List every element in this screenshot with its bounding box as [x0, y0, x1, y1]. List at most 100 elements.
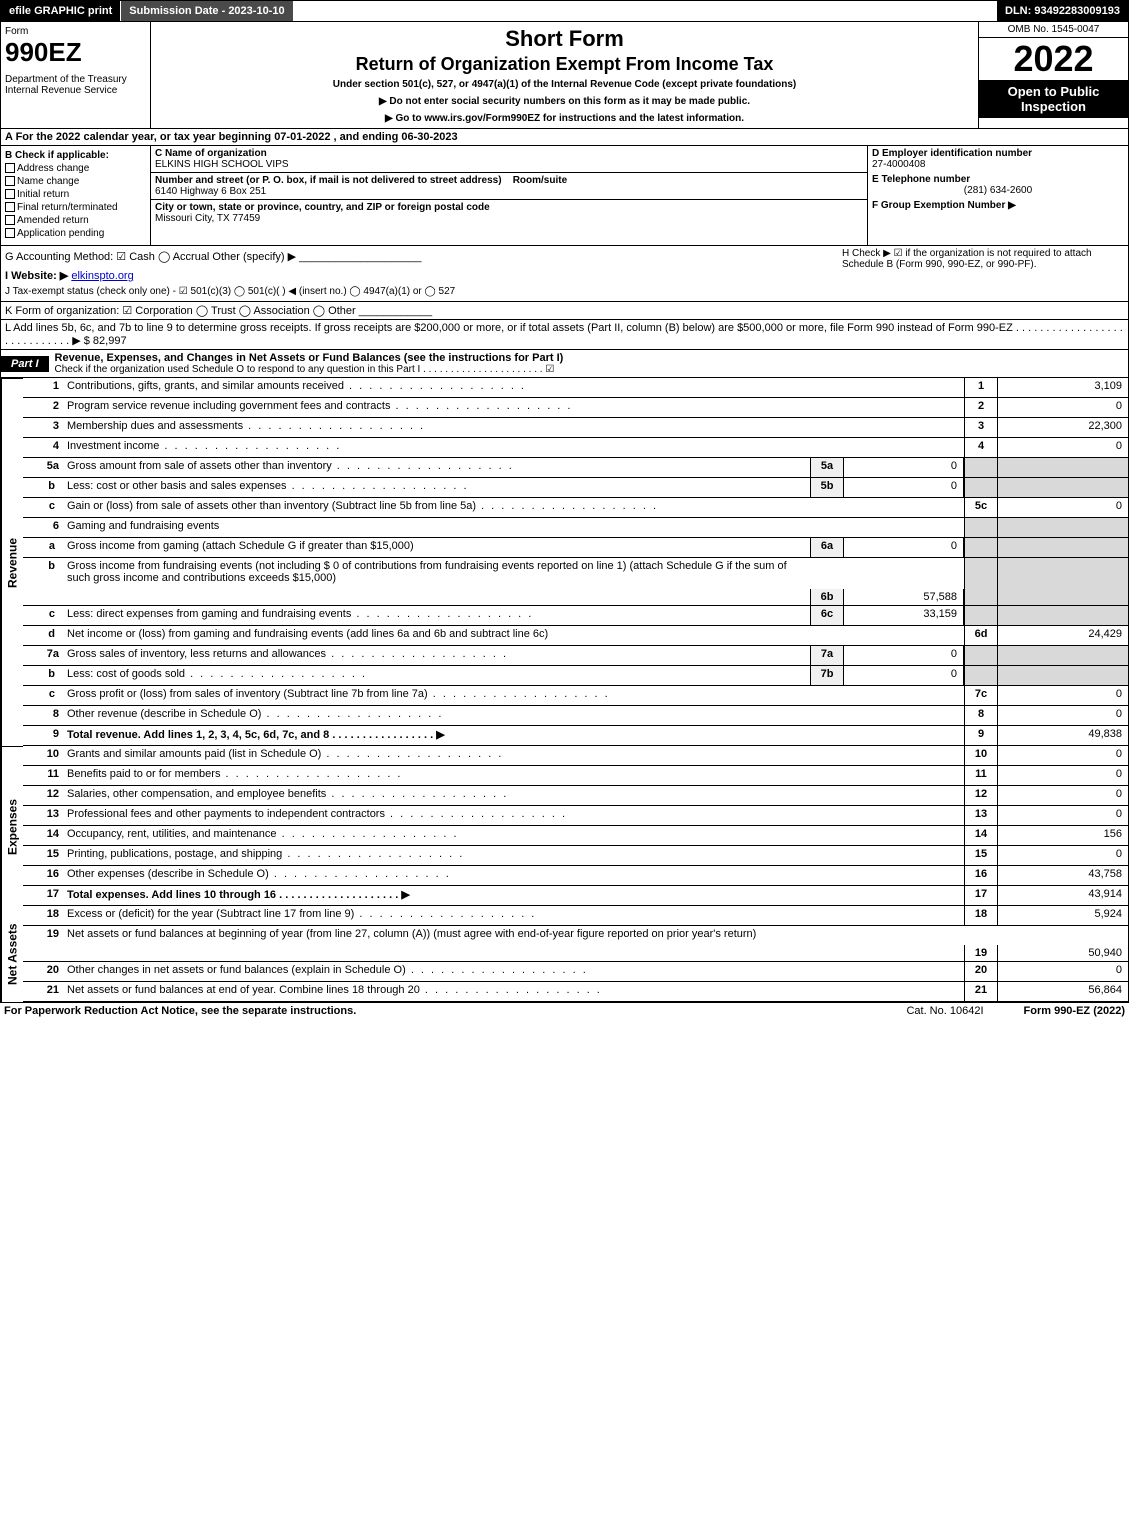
l6c-col-shade	[964, 606, 998, 625]
line-h-schedule-b: H Check ▶ ☑ if the organization is not r…	[842, 248, 1122, 270]
form-number: 990EZ	[5, 37, 146, 68]
spacer	[293, 1, 997, 21]
l5c-col: 5c	[964, 498, 998, 517]
l6a-no: a	[23, 538, 63, 557]
chk-name-change[interactable]: Name change	[5, 176, 146, 187]
col-c-org-info: C Name of organization ELKINS HIGH SCHOO…	[151, 146, 868, 245]
l8-no: 8	[23, 706, 63, 725]
l11-col: 11	[964, 766, 998, 785]
l5b-no: b	[23, 478, 63, 497]
room-label: Room/suite	[513, 175, 567, 186]
l5b-mval: 0	[844, 478, 964, 497]
form-header: Form 990EZ Department of the Treasury In…	[0, 22, 1129, 129]
l6c-mini: 6c	[810, 606, 844, 625]
l6-desc: Gaming and fundraising events	[63, 518, 964, 537]
l16-col: 16	[964, 866, 998, 885]
chk-initial-return[interactable]: Initial return	[5, 189, 146, 200]
chk-application-pending[interactable]: Application pending	[5, 228, 146, 239]
l1-no: 1	[23, 378, 63, 397]
chk-final-return-label: Final return/terminated	[17, 202, 118, 213]
l17-val: 43,914	[998, 886, 1128, 905]
l6c-no: c	[23, 606, 63, 625]
l21-val: 56,864	[998, 982, 1128, 1001]
part1-tab: Part I	[1, 356, 49, 372]
l5c-no: c	[23, 498, 63, 517]
l3-no: 3	[23, 418, 63, 437]
l7a-val-shade	[998, 646, 1128, 665]
city-label: City or town, state or province, country…	[155, 202, 490, 213]
header-center: Short Form Return of Organization Exempt…	[151, 22, 978, 128]
city-cell: City or town, state or province, country…	[151, 200, 867, 226]
line-i-website: I Website: ▶ elkinspto.org	[5, 269, 1124, 282]
l8-desc: Other revenue (describe in Schedule O)	[63, 706, 964, 725]
line-j-tax-exempt: J Tax-exempt status (check only one) - ☑…	[5, 286, 1124, 297]
l5a-desc: Gross amount from sale of assets other t…	[63, 458, 810, 477]
l5c-val: 0	[998, 498, 1128, 517]
l6b-mval: 57,588	[844, 589, 964, 605]
website-link[interactable]: elkinspto.org	[71, 270, 133, 282]
l21-no: 21	[23, 982, 63, 1001]
org-name-cell: C Name of organization ELKINS HIGH SCHOO…	[151, 146, 867, 173]
side-label-expenses: Expenses	[1, 746, 23, 906]
l19-val: 50,940	[998, 945, 1128, 961]
l6d-desc: Net income or (loss) from gaming and fun…	[63, 626, 964, 645]
l13-desc: Professional fees and other payments to …	[63, 806, 964, 825]
l6b-no: b	[23, 558, 63, 605]
l15-desc: Printing, publications, postage, and shi…	[63, 846, 964, 865]
arrow-line-1: ▶ Do not enter social security numbers o…	[157, 96, 972, 107]
l12-desc: Salaries, other compensation, and employ…	[63, 786, 964, 805]
efile-print-button[interactable]: efile GRAPHIC print	[1, 1, 121, 21]
l5b-col-shade	[964, 478, 998, 497]
l18-desc: Excess or (deficit) for the year (Subtra…	[63, 906, 964, 925]
l5a-mini: 5a	[810, 458, 844, 477]
l3-val: 22,300	[998, 418, 1128, 437]
footer-formno: Form 990-EZ (2022)	[1024, 1005, 1125, 1017]
l6-val-shade	[998, 518, 1128, 537]
l6d-col: 6d	[964, 626, 998, 645]
l4-desc: Investment income	[63, 438, 964, 457]
chk-application-pending-label: Application pending	[17, 228, 104, 239]
ein-value: 27-4000408	[872, 159, 1124, 170]
l14-no: 14	[23, 826, 63, 845]
l17-col: 17	[964, 886, 998, 905]
chk-amended-return[interactable]: Amended return	[5, 215, 146, 226]
col-b-label: B Check if applicable:	[5, 150, 109, 161]
l6c-desc: Less: direct expenses from gaming and fu…	[63, 606, 810, 625]
l9-desc: Total revenue. Add lines 1, 2, 3, 4, 5c,…	[63, 726, 964, 745]
header-left: Form 990EZ Department of the Treasury In…	[1, 22, 151, 128]
l1-val: 3,109	[998, 378, 1128, 397]
omb-number: OMB No. 1545-0047	[979, 22, 1128, 38]
l17-no: 17	[23, 886, 63, 905]
l6-col-shade	[964, 518, 998, 537]
l10-col: 10	[964, 746, 998, 765]
website-label: I Website: ▶	[5, 270, 68, 282]
chk-final-return[interactable]: Final return/terminated	[5, 202, 146, 213]
l11-desc: Benefits paid to or for members	[63, 766, 964, 785]
l6a-col-shade	[964, 538, 998, 557]
l5a-val-shade	[998, 458, 1128, 477]
row-k-org-form: K Form of organization: ☑ Corporation ◯ …	[0, 302, 1129, 320]
l7b-mval: 0	[844, 666, 964, 685]
l16-val: 43,758	[998, 866, 1128, 885]
chk-name-change-label: Name change	[17, 176, 79, 187]
row-a-tax-year: A For the 2022 calendar year, or tax yea…	[0, 129, 1129, 146]
l2-no: 2	[23, 398, 63, 417]
l14-desc: Occupancy, rent, utilities, and maintena…	[63, 826, 964, 845]
chk-address-change[interactable]: Address change	[5, 163, 146, 174]
l7b-val-shade	[998, 666, 1128, 685]
l20-val: 0	[998, 962, 1128, 981]
l7c-no: c	[23, 686, 63, 705]
l20-desc: Other changes in net assets or fund bala…	[63, 962, 964, 981]
phone-label: E Telephone number	[872, 174, 1124, 185]
l14-val: 156	[998, 826, 1128, 845]
col-b-checkboxes: B Check if applicable: Address change Na…	[1, 146, 151, 245]
side-label-revenue: Revenue	[1, 378, 23, 746]
part1-subtitle: Check if the organization used Schedule …	[55, 364, 1122, 375]
l19-no: 19	[23, 926, 63, 961]
l11-no: 11	[23, 766, 63, 785]
l19-desc: Net assets or fund balances at beginning…	[63, 926, 964, 961]
l3-desc: Membership dues and assessments	[63, 418, 964, 437]
l2-val: 0	[998, 398, 1128, 417]
street-value: 6140 Highway 6 Box 251	[155, 186, 266, 197]
l8-val: 0	[998, 706, 1128, 725]
